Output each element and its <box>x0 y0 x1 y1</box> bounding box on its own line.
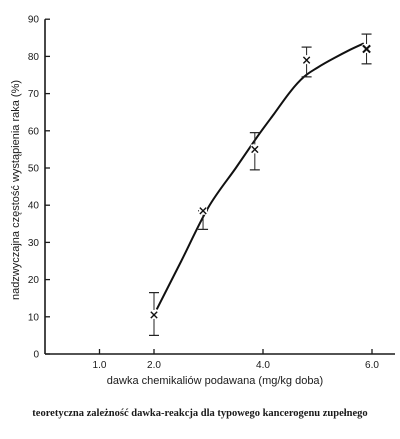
y-tick-label: 60 <box>28 126 40 137</box>
y-tick-label: 80 <box>28 52 40 63</box>
data-points-group <box>149 33 372 336</box>
x-tick-label: 1.0 <box>93 360 107 371</box>
y-tick-label: 90 <box>28 15 40 26</box>
figure-caption: teoretyczna zależność dawka-reakcja dla … <box>32 408 367 419</box>
y-axis-label: nadzwyczajna częstość wystąpienia raka (… <box>10 80 22 300</box>
data-point <box>149 292 159 336</box>
x-tick-label: 6.0 <box>365 360 379 371</box>
y-tick-label: 50 <box>28 164 40 175</box>
x-tick-label: 4.0 <box>256 360 270 371</box>
y-tick-label: 70 <box>28 89 40 100</box>
x-marker-stroke <box>362 44 371 54</box>
data-point <box>361 33 372 65</box>
x-marker-stroke <box>251 145 259 154</box>
x-marker-stroke <box>199 207 207 215</box>
y-tick-label: 30 <box>28 238 40 249</box>
fit-curve <box>155 42 365 310</box>
y-tick-label: 0 <box>33 350 39 361</box>
y-tick-label: 20 <box>28 275 40 286</box>
chart-ticks: 0 10 20 30 40 50 60 70 80 90 1.0 2.0 4.0 6.0 <box>28 15 380 371</box>
x-marker-stroke <box>150 311 158 319</box>
y-tick-label: 40 <box>28 201 40 212</box>
fit-curve-group <box>155 42 365 310</box>
data-point <box>249 132 260 171</box>
x-tick-label: 2.0 <box>147 360 161 371</box>
data-point <box>301 46 312 78</box>
x-axis-label: dawka chemikaliów podawana (mg/kg doba) <box>107 375 323 387</box>
data-point <box>198 205 209 230</box>
y-tick-label: 10 <box>28 312 40 323</box>
chart-axes <box>44 19 395 355</box>
x-marker-stroke <box>302 56 311 64</box>
